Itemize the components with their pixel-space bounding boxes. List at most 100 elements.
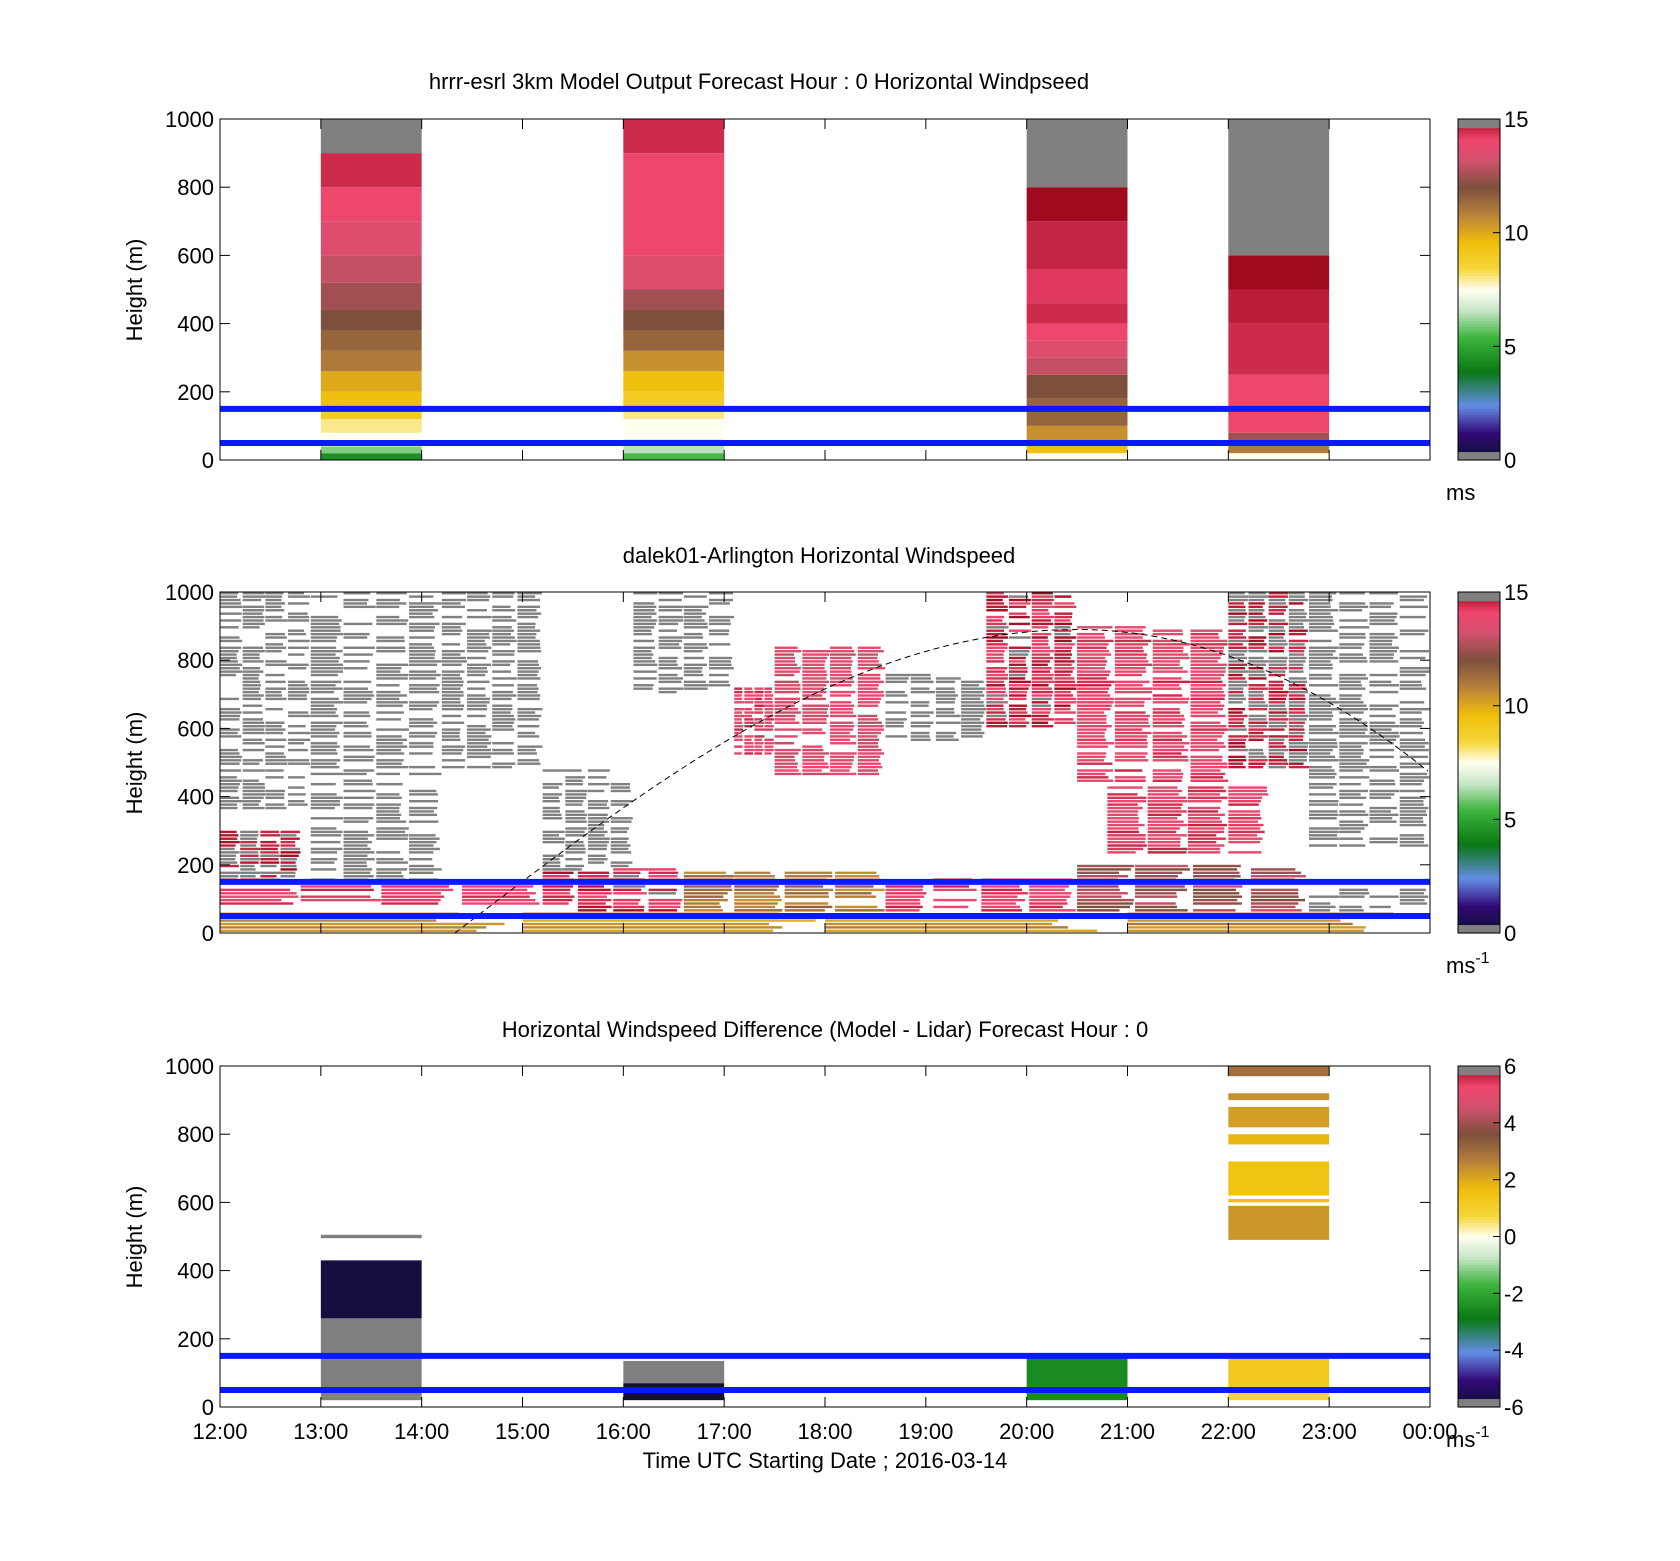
- heatmap-cell: [1077, 670, 1111, 673]
- heatmap-cell: [830, 711, 854, 714]
- heatmap-cell: [734, 738, 743, 742]
- heatmap-cell: [376, 718, 401, 721]
- heatmap-cell: [242, 704, 263, 707]
- colorbar-segment: [1458, 697, 1500, 701]
- heatmap-cell: [857, 759, 879, 762]
- heatmap-cell: [633, 649, 652, 653]
- heatmap-cell: [242, 656, 260, 660]
- heatmap-cell: [1054, 653, 1073, 656]
- heatmap-cell: [1399, 776, 1430, 779]
- heatmap-cell: [1026, 453, 1128, 460]
- heatmap-cell: [1399, 837, 1425, 840]
- heatmap-cell: [240, 864, 255, 868]
- heatmap-cell: [683, 871, 726, 875]
- heatmap-cell: [1339, 748, 1364, 752]
- heatmap-cell: [288, 629, 304, 632]
- colorbar-segment: [1458, 369, 1500, 373]
- heatmap-cell: [467, 755, 491, 759]
- heatmap-cell: [517, 667, 542, 670]
- x-axis-label: Time UTC Starting Date ; 2016-03-14: [643, 1448, 1008, 1473]
- heatmap-cell: [1228, 721, 1244, 724]
- heatmap-cell: [542, 902, 569, 905]
- heatmap-cell: [754, 707, 763, 711]
- heatmap-cell: [961, 731, 985, 735]
- heatmap-cell: [1309, 905, 1336, 909]
- heatmap-cell: [986, 649, 1005, 653]
- heatmap-cell: [754, 728, 765, 731]
- heatmap-cell: [1251, 871, 1302, 875]
- heatmap-cell: [1268, 605, 1288, 609]
- heatmap-cell: [1248, 724, 1267, 728]
- heatmap-cell: [1077, 704, 1112, 707]
- heatmap-cell: [1009, 680, 1031, 684]
- heatmap-cell: [1190, 656, 1221, 660]
- colorbar-segment: [1458, 1071, 1500, 1076]
- colorbar-segment: [1458, 218, 1500, 222]
- heatmap-cell: [1369, 656, 1394, 660]
- colorbar-segment: [1458, 816, 1500, 820]
- heatmap-cell: [1339, 823, 1369, 827]
- heatmap-cell: [981, 888, 1023, 892]
- heatmap-cell: [462, 895, 530, 898]
- heatmap-cell: [986, 704, 1004, 707]
- colorbar-segment: [1458, 1111, 1500, 1115]
- colorbar-segment: [1458, 1171, 1500, 1175]
- heatmap-cell: [857, 649, 884, 653]
- heatmap-cell: [1009, 636, 1031, 639]
- heatmap-cell: [492, 718, 516, 721]
- heatmap-cell: [683, 875, 735, 878]
- heatmap-cell: [409, 868, 442, 871]
- heatmap-cell: [577, 885, 604, 888]
- heatmap-cell: [1369, 748, 1395, 752]
- heatmap-cell: [310, 707, 338, 711]
- heatmap-cell: [343, 779, 373, 782]
- heatmap-cell: [1077, 677, 1107, 680]
- heatmap-cell: [343, 694, 375, 697]
- heatmap-cell: [1188, 830, 1225, 834]
- heatmap-cell: [409, 670, 437, 673]
- heatmap-cell: [610, 789, 631, 793]
- heatmap-cell: [409, 721, 438, 724]
- heatmap-cell: [734, 718, 742, 721]
- heatmap-cell: [910, 673, 931, 677]
- heatmap-cell: [986, 660, 1005, 663]
- colorbar-segment: [1458, 1151, 1500, 1155]
- heatmap-cell: [986, 605, 1008, 609]
- heatmap-cell: [288, 793, 306, 796]
- heatmap-cell: [986, 595, 1009, 598]
- heatmap-cell: [265, 680, 286, 684]
- heatmap-cell: [613, 898, 641, 902]
- heatmap-cell: [802, 656, 828, 660]
- heatmap-cell: [1309, 629, 1338, 632]
- heatmap-cell: [774, 680, 799, 684]
- heatmap-cell: [857, 690, 884, 694]
- heatmap-cell: [1228, 622, 1248, 626]
- colorbar-segment: [1458, 144, 1500, 149]
- heatmap-cell: [1309, 772, 1337, 776]
- heatmap-cell: [1228, 374, 1330, 433]
- heatmap-cell: [1031, 707, 1052, 711]
- heatmap-cell: [1339, 731, 1366, 735]
- heatmap-cell: [1268, 711, 1288, 714]
- colorbar-segment: [1458, 388, 1500, 393]
- heatmap-cell: [830, 704, 855, 707]
- heatmap-cell: [260, 875, 277, 878]
- heatmap-cell: [1077, 875, 1129, 878]
- heatmap-cell: [1152, 697, 1190, 701]
- heatmap-cell: [1077, 724, 1112, 728]
- panel-2-reference-lines: [220, 878, 1430, 919]
- heatmap-cell: [310, 827, 337, 830]
- colorbar-segment: [1458, 813, 1500, 818]
- heatmap-cell: [802, 663, 825, 667]
- heatmap-cell: [1009, 595, 1029, 598]
- heatmap-cell: [320, 419, 422, 433]
- heatmap-cell: [1339, 793, 1361, 796]
- heatmap-cell: [1268, 697, 1286, 701]
- heatmap-cell: [935, 711, 955, 714]
- heatmap-cell: [1288, 759, 1307, 762]
- heatmap-cell: [1339, 632, 1366, 636]
- heatmap-cell: [565, 776, 586, 779]
- colorbar-segment: [1458, 1324, 1500, 1329]
- colorbar-segment: [1458, 751, 1500, 755]
